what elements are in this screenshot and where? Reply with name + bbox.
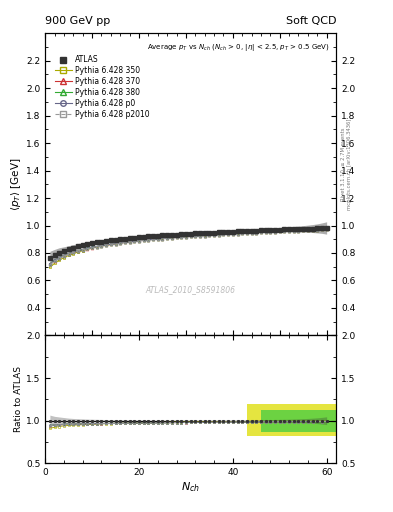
X-axis label: $N_{ch}$: $N_{ch}$: [181, 480, 200, 494]
Y-axis label: Ratio to ATLAS: Ratio to ATLAS: [14, 367, 23, 432]
Text: Rivet 3.1.10, ≥ 2.7M events: Rivet 3.1.10, ≥ 2.7M events: [341, 127, 346, 201]
Legend: ATLAS, Pythia 6.428 350, Pythia 6.428 370, Pythia 6.428 380, Pythia 6.428 p0, Py: ATLAS, Pythia 6.428 350, Pythia 6.428 37…: [55, 55, 149, 119]
Y-axis label: $\langle p_T\rangle$ [GeV]: $\langle p_T\rangle$ [GeV]: [9, 158, 23, 211]
Text: mcplots.cern.ch [arXiv:1306.3436]: mcplots.cern.ch [arXiv:1306.3436]: [347, 118, 352, 209]
Text: Soft QCD: Soft QCD: [286, 16, 336, 26]
Text: ATLAS_2010_S8591806: ATLAS_2010_S8591806: [145, 286, 236, 294]
Text: 900 GeV pp: 900 GeV pp: [45, 16, 110, 26]
Text: Average $p_T$ vs $N_{ch}$ ($N_{ch}$ > 0, $|\eta|$ < 2.5, $p_T$ > 0.5 GeV): Average $p_T$ vs $N_{ch}$ ($N_{ch}$ > 0,…: [147, 42, 330, 53]
